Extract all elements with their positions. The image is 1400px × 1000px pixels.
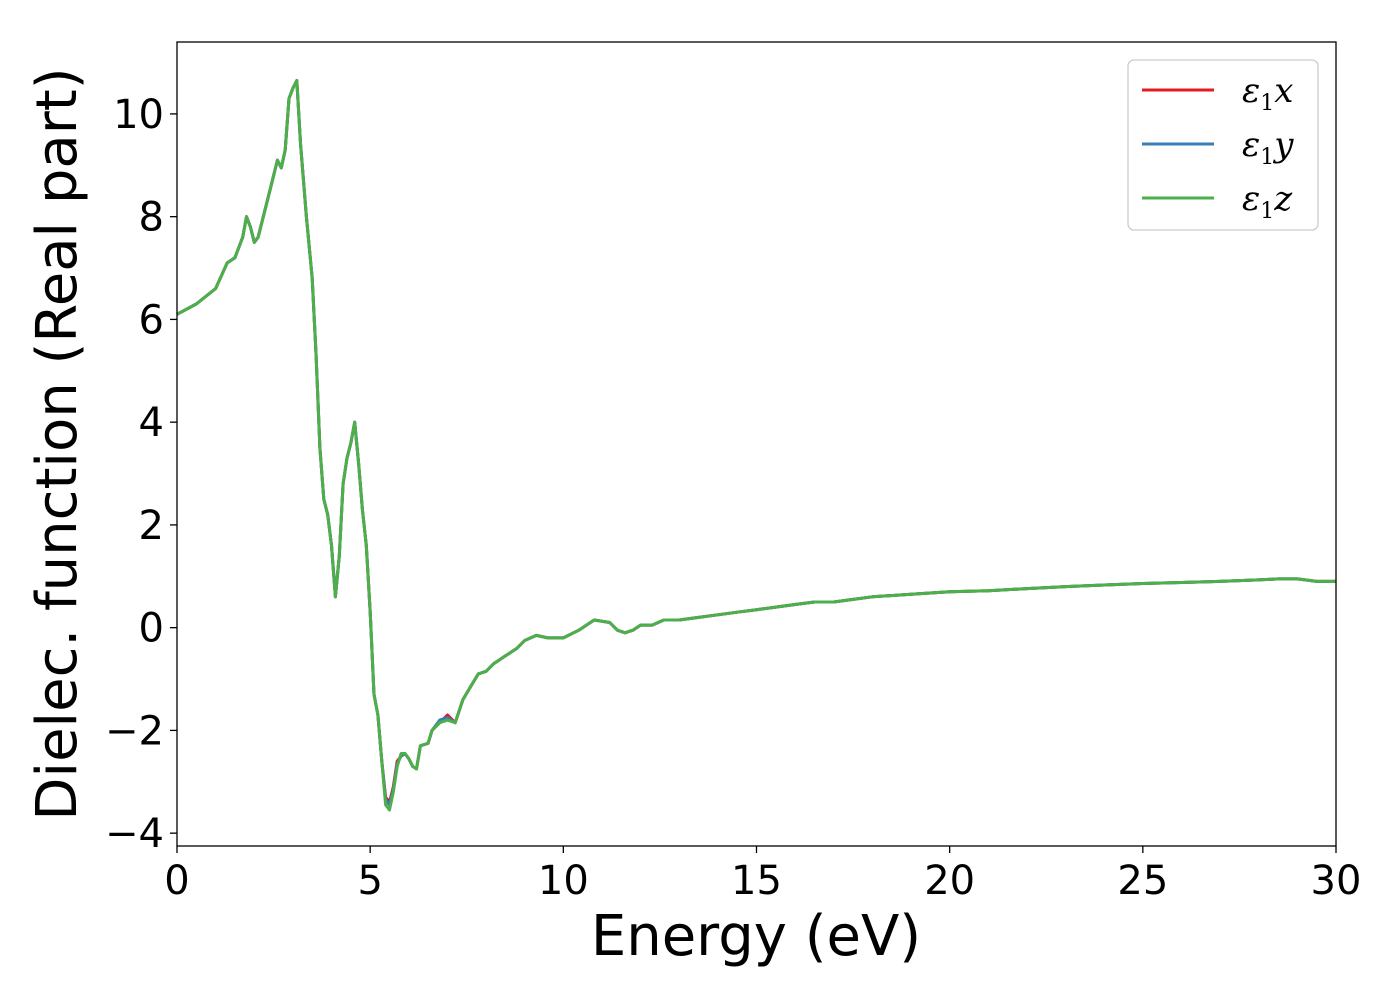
x-axis: 0 5 10 15 20 25 30	[164, 846, 1361, 904]
series-line-z	[176, 79, 1336, 812]
y-axis-label: Dielec. function (Real part)	[25, 67, 90, 820]
x-tick-label: 20	[924, 858, 975, 904]
y-tick-label: −4	[105, 811, 164, 857]
y-tick-label: 6	[139, 297, 164, 343]
legend-label-y: ε1y	[1242, 125, 1294, 170]
legend-label-x: ε1x	[1242, 71, 1293, 116]
y-tick-label: 2	[139, 503, 164, 549]
x-tick-label: 10	[538, 858, 589, 904]
x-axis-label: Energy (eV)	[591, 904, 921, 969]
x-tick-label: 25	[1117, 858, 1168, 904]
y-tick-label: 4	[139, 400, 164, 446]
x-tick-label: 15	[731, 858, 782, 904]
y-tick-label: 8	[139, 195, 164, 241]
y-tick-label: −2	[105, 708, 164, 754]
x-tick-label: 30	[1311, 858, 1362, 904]
series-layer	[176, 79, 1336, 812]
x-tick-label: 0	[164, 858, 189, 904]
y-tick-label: 0	[139, 606, 164, 652]
legend-box	[1127, 59, 1319, 231]
y-tick-label: 10	[113, 92, 164, 138]
y-axis: −4 −2 0 2 4 6 8 10	[105, 92, 177, 857]
legend: ε1x ε1y ε1z	[1127, 59, 1319, 231]
legend-label-z: ε1z	[1242, 179, 1293, 224]
x-tick-label: 5	[357, 858, 382, 904]
